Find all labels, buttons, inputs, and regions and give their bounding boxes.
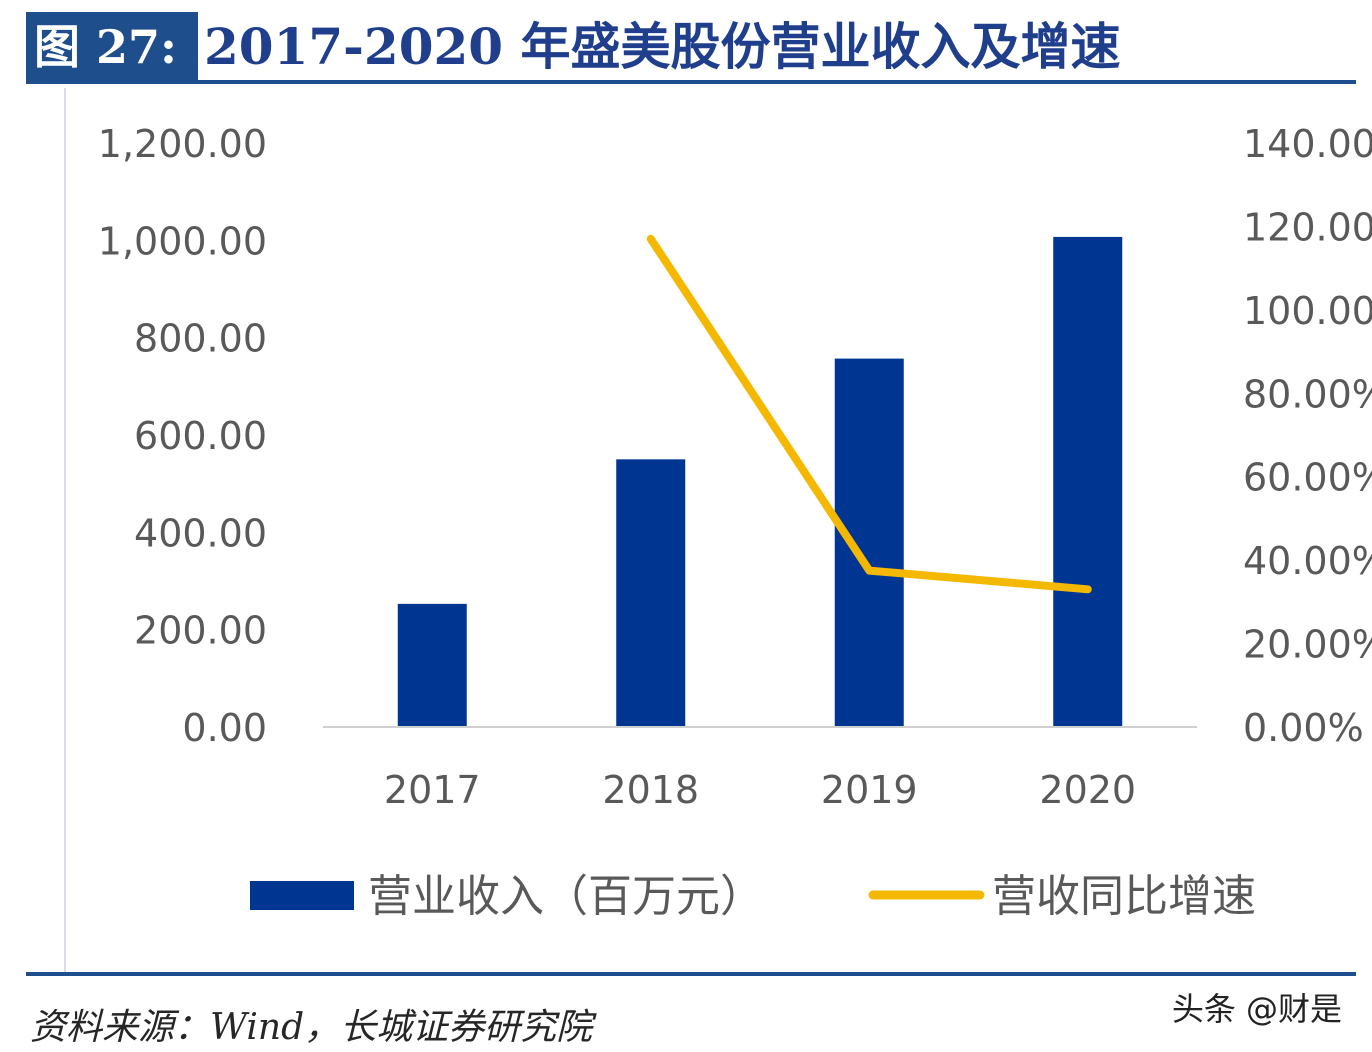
y-right-tick-label: 100.00%	[1243, 289, 1372, 333]
chart-title: 2017-2020 年盛美股份营业收入及增速	[204, 17, 1121, 76]
figure-label: 图 27:	[26, 12, 198, 82]
y-left-tick-label: 1,000.00	[98, 219, 267, 263]
x-tick-label: 2019	[821, 768, 918, 812]
header-rule	[26, 80, 1356, 84]
y-right-tick-label: 20.00%	[1243, 623, 1372, 667]
y-left-tick-label: 600.00	[134, 414, 267, 458]
y-right-tick-label: 40.00%	[1243, 539, 1372, 583]
chart-frame-left-border	[64, 88, 66, 972]
y-right-tick-label: 140.00%	[1243, 122, 1372, 166]
bar-2020	[1053, 236, 1123, 727]
legend-label-growth: 营收同比增速	[992, 871, 1256, 922]
legend-swatch-revenue	[250, 881, 354, 910]
figure-header: 图 27: 2017-2020 年盛美股份营业收入及增速	[26, 12, 1356, 82]
y-left-tick-label: 1,200.00	[98, 122, 267, 166]
x-tick-label: 2020	[1039, 768, 1136, 812]
y-right-tick-label: 60.00%	[1243, 456, 1372, 500]
y-left-tick-label: 0.00	[182, 706, 267, 750]
y-right-tick-label: 80.00%	[1243, 372, 1372, 416]
y-right-tick-label: 120.00%	[1243, 205, 1372, 249]
legend-label-revenue: 营业收入（百万元）	[368, 871, 764, 922]
x-tick-label: 2017	[384, 768, 481, 812]
x-tick-label: 2018	[602, 768, 699, 812]
footer-rule	[26, 972, 1356, 976]
y-left-tick-label: 200.00	[134, 609, 267, 653]
y-right-tick-label: 0.00%	[1243, 706, 1364, 750]
source-note: 资料来源：Wind，长城证券研究院	[30, 1007, 593, 1048]
bar-2019	[834, 358, 904, 727]
watermark: 头条 @财是	[1171, 990, 1342, 1028]
bar-2017	[397, 603, 467, 727]
bar-2018	[616, 459, 686, 727]
y-left-tick-label: 400.00	[134, 511, 267, 555]
y-left-tick-label: 800.00	[134, 317, 267, 361]
